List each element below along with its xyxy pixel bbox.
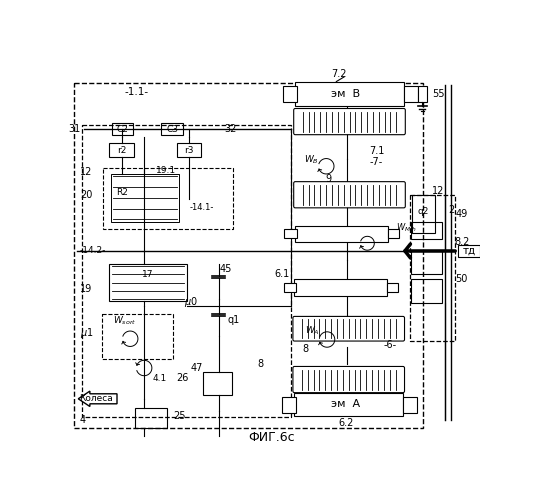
Text: -14.1-: -14.1-	[190, 204, 214, 212]
Text: эм  А: эм А	[331, 399, 360, 409]
Text: 19: 19	[80, 284, 92, 294]
Text: $W_{Mth}$: $W_{Mth}$	[395, 222, 417, 234]
Text: ФИГ.6с: ФИГ.6с	[249, 431, 295, 444]
FancyBboxPatch shape	[294, 182, 405, 208]
Bar	[111, 123, 133, 136]
Text: 47: 47	[191, 363, 203, 373]
Bar	[109, 264, 187, 301]
Bar	[111, 174, 179, 222]
Text: 20: 20	[80, 190, 92, 200]
FancyBboxPatch shape	[293, 366, 405, 392]
Text: -1.1-: -1.1-	[124, 88, 148, 98]
Text: 55: 55	[432, 89, 445, 99]
Bar	[403, 398, 417, 412]
Text: 12: 12	[80, 166, 92, 176]
Bar	[295, 82, 404, 106]
Text: 8: 8	[302, 344, 309, 354]
Text: q1: q1	[227, 316, 239, 326]
Text: r3: r3	[184, 146, 194, 154]
Bar	[285, 228, 297, 238]
Text: 45: 45	[219, 264, 232, 274]
Text: 6.2: 6.2	[338, 418, 353, 428]
Text: $\mu 1$: $\mu 1$	[80, 326, 94, 340]
Text: 7.1: 7.1	[369, 146, 384, 156]
Bar	[109, 143, 134, 157]
Text: тд: тд	[462, 246, 475, 256]
Bar	[388, 228, 399, 238]
Text: 9: 9	[326, 174, 332, 184]
Text: 4: 4	[80, 416, 86, 426]
Text: 26: 26	[176, 373, 189, 383]
Text: 32: 32	[224, 124, 236, 134]
Bar	[411, 280, 442, 302]
Text: 25: 25	[173, 410, 185, 420]
Bar	[103, 168, 233, 230]
Bar	[410, 194, 455, 341]
Bar	[161, 123, 183, 136]
Bar	[411, 222, 442, 238]
Bar	[387, 282, 398, 292]
Bar	[82, 126, 292, 416]
Bar	[176, 143, 201, 157]
Text: 17: 17	[142, 270, 154, 278]
Text: эм  В: эм В	[331, 89, 360, 99]
Text: $W_B$: $W_B$	[304, 154, 319, 166]
Bar	[203, 372, 232, 395]
Text: R2: R2	[117, 188, 128, 197]
Text: 2: 2	[449, 205, 455, 215]
Text: 12: 12	[432, 186, 445, 196]
Text: 19.1: 19.1	[156, 166, 176, 174]
Text: 7.2: 7.2	[332, 69, 347, 79]
Bar	[284, 282, 296, 292]
Text: 49: 49	[456, 209, 468, 219]
Text: $W_A$: $W_A$	[305, 325, 320, 338]
Text: -7-: -7-	[370, 156, 383, 166]
Text: -6-: -6-	[384, 340, 397, 350]
Text: r2: r2	[117, 146, 126, 154]
Text: q2: q2	[417, 207, 429, 216]
Bar	[282, 398, 296, 412]
Bar	[404, 86, 418, 102]
Bar	[411, 194, 435, 233]
Text: 6.1: 6.1	[274, 269, 290, 279]
Text: 4.1: 4.1	[152, 374, 167, 382]
Text: 8: 8	[257, 359, 263, 369]
FancyArrow shape	[78, 391, 117, 406]
Bar	[294, 280, 387, 296]
Bar	[101, 314, 173, 359]
Bar	[294, 392, 403, 415]
Text: $W_{sort}$: $W_{sort}$	[113, 314, 136, 326]
Bar	[418, 86, 427, 102]
Text: $\mu 0$: $\mu 0$	[184, 295, 198, 309]
Bar	[458, 245, 480, 257]
Text: Колеса: Колеса	[79, 394, 113, 404]
FancyBboxPatch shape	[294, 108, 405, 134]
Bar	[283, 86, 297, 102]
Bar	[295, 226, 388, 242]
Bar	[411, 251, 442, 274]
FancyBboxPatch shape	[293, 316, 405, 341]
Text: 31: 31	[68, 124, 80, 134]
Text: C3: C3	[166, 125, 178, 134]
Bar	[75, 83, 423, 428]
Bar	[135, 408, 167, 428]
Text: C2: C2	[117, 125, 128, 134]
Text: -14.2-: -14.2-	[80, 246, 106, 256]
Text: 8.2: 8.2	[454, 238, 470, 248]
Text: 50: 50	[456, 274, 468, 284]
